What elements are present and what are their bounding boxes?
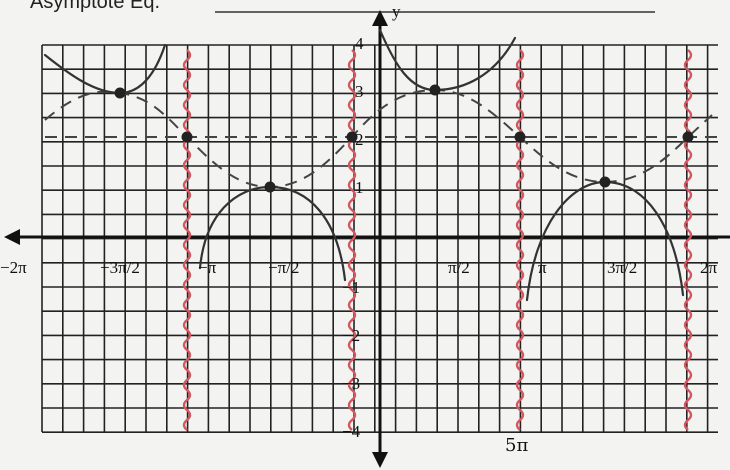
point [265, 182, 276, 193]
asymptote-label: Asymptote Eq. [30, 0, 160, 13]
x-tick-label: −3π/2 [100, 258, 140, 277]
y-tick-label: 4 [355, 34, 364, 53]
handwritten-note: 5π [505, 435, 528, 456]
y-tick-label: −1 [342, 278, 360, 297]
point [515, 132, 526, 143]
y-axis-label: y [392, 2, 401, 21]
y-tick-label: −4 [342, 422, 361, 441]
y-tick-label: −3 [342, 374, 360, 393]
point [430, 85, 441, 96]
point [683, 132, 694, 143]
worksheet: Asymptote Eq. y −2π −3π/2 −π −π/2 π/ [0, 0, 730, 470]
point [600, 177, 611, 188]
x-tick-label: 2π [700, 258, 718, 277]
y-tick-label: 1 [355, 178, 364, 197]
x-tick-label: −π/2 [268, 258, 299, 277]
point [115, 88, 126, 99]
y-tick-label: 3 [355, 82, 364, 101]
x-tick-label: π [538, 258, 547, 277]
x-tick-label: −π [198, 258, 217, 277]
x-tick-label: 3π/2 [607, 258, 637, 277]
y-tick-label: 2 [355, 130, 364, 149]
paper [0, 0, 730, 470]
x-tick-label: −2π [0, 258, 27, 277]
point [182, 132, 193, 143]
x-tick-label: π/2 [448, 258, 470, 277]
y-tick-label: −2 [342, 326, 360, 345]
